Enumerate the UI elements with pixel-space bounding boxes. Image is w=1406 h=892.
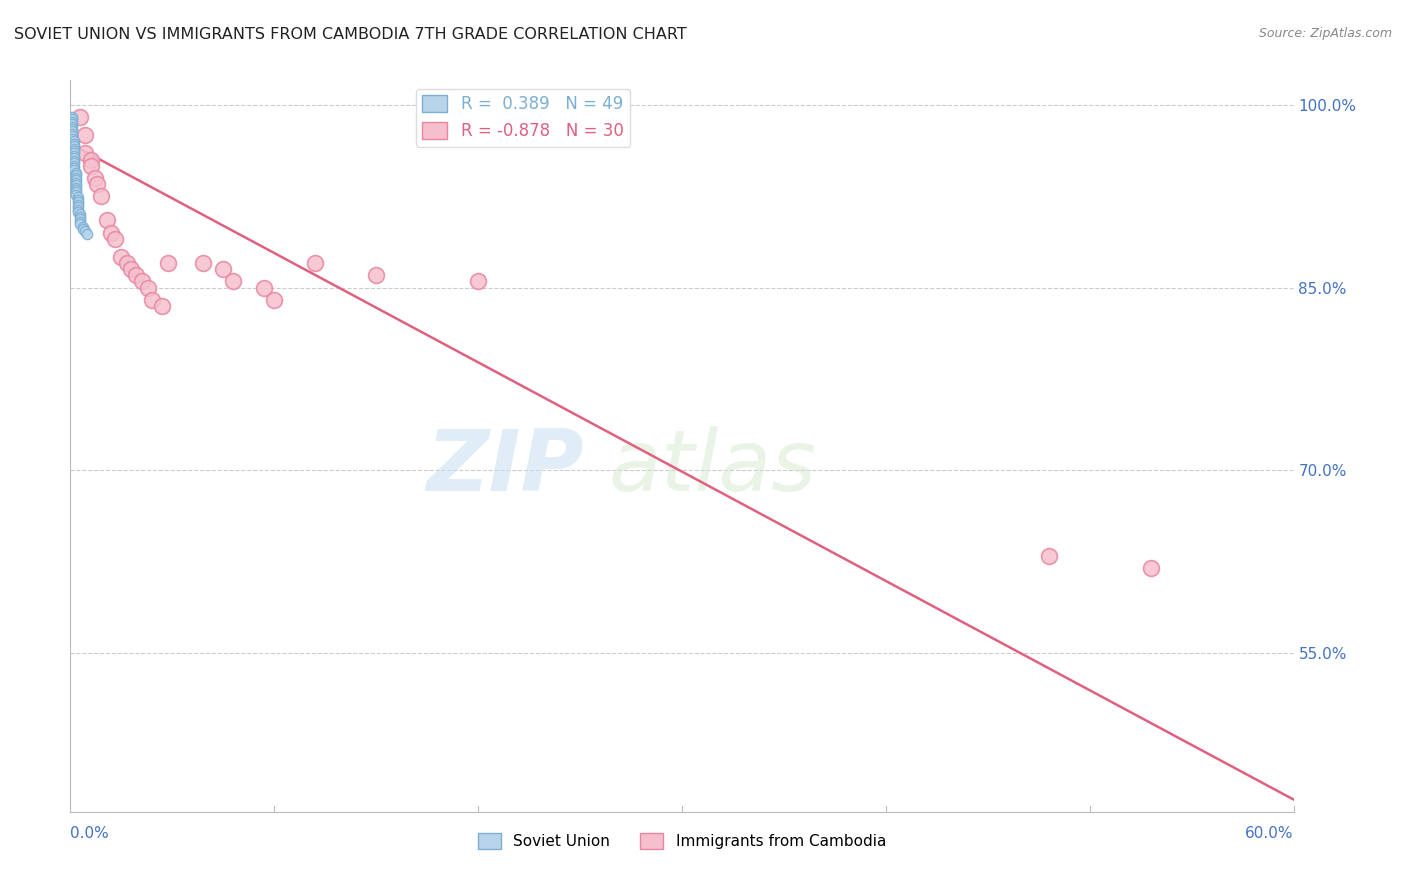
Point (86, 177, 108, 191)
Point (67, 193, 90, 207)
Point (67, 200, 90, 214)
Point (69, 110, 91, 124)
Point (124, 268, 146, 283)
Point (100, 226, 122, 240)
Point (73, 224, 96, 238)
Point (60, 127, 83, 141)
Point (65, 187, 87, 202)
Point (1038, 549, 1060, 563)
Point (63, 161, 86, 175)
Point (73, 128, 96, 143)
Point (63, 149, 86, 163)
Point (304, 256, 326, 270)
Point (69, 207, 91, 221)
Text: 0.0%: 0.0% (70, 826, 110, 841)
Text: ZIP: ZIP (426, 426, 583, 509)
Point (76, 227, 98, 241)
Point (67, 195, 90, 210)
Point (63, 156, 86, 170)
Point (65, 166, 87, 180)
Point (72, 222, 94, 236)
Point (136, 280, 159, 294)
Point (65, 180, 87, 194)
Point (63, 163, 86, 178)
Point (65, 169, 87, 183)
Point (79, 153, 103, 167)
Point (65, 173, 87, 187)
Point (263, 293, 285, 307)
Text: SOVIET UNION VS IMMIGRANTS FROM CAMBODIA 7TH GRADE CORRELATION CHART: SOVIET UNION VS IMMIGRANTS FROM CAMBODIA… (14, 27, 686, 42)
Point (104, 232, 127, 246)
Point (96, 213, 118, 227)
Point (65, 176, 87, 190)
Point (191, 256, 214, 270)
Point (131, 275, 153, 289)
Point (60, 124, 83, 138)
Text: Source: ZipAtlas.com: Source: ZipAtlas.com (1258, 27, 1392, 40)
Point (60, 120, 83, 134)
Point (60, 132, 83, 146)
Point (90, 189, 112, 203)
Point (63, 153, 86, 168)
Point (63, 142, 86, 156)
Point (63, 146, 86, 161)
Point (79, 159, 103, 173)
Text: 60.0%: 60.0% (1246, 826, 1294, 841)
Point (222, 275, 245, 289)
Point (150, 299, 173, 313)
Text: atlas: atlas (609, 426, 817, 509)
Point (60, 129, 83, 144)
Point (63, 139, 86, 153)
Point (65, 183, 87, 197)
Point (60, 114, 83, 128)
Point (110, 250, 132, 264)
Point (467, 275, 489, 289)
Point (83, 170, 105, 185)
Point (67, 202, 90, 217)
Point (63, 136, 86, 151)
Point (65, 170, 87, 185)
Point (253, 280, 276, 294)
Point (65, 178, 87, 193)
Point (67, 190, 90, 204)
Point (121, 262, 143, 277)
Point (67, 197, 90, 211)
Point (73, 146, 96, 161)
Point (65, 186, 87, 200)
Point (63, 151, 86, 165)
Point (63, 159, 86, 173)
Point (63, 144, 86, 158)
Point (141, 293, 163, 307)
Legend: Soviet Union, Immigrants from Cambodia: Soviet Union, Immigrants from Cambodia (472, 827, 891, 855)
Point (69, 215, 91, 229)
Point (366, 268, 388, 283)
Point (212, 262, 235, 277)
Point (72, 219, 94, 234)
Point (60, 117, 83, 131)
Point (69, 212, 91, 227)
Point (60, 122, 83, 136)
Point (117, 256, 139, 270)
Point (60, 110, 83, 124)
Point (1139, 561, 1161, 575)
Point (67, 205, 90, 219)
Point (60, 112, 83, 127)
Point (69, 217, 91, 231)
Point (69, 210, 91, 224)
Point (63, 134, 86, 148)
Point (157, 256, 180, 270)
